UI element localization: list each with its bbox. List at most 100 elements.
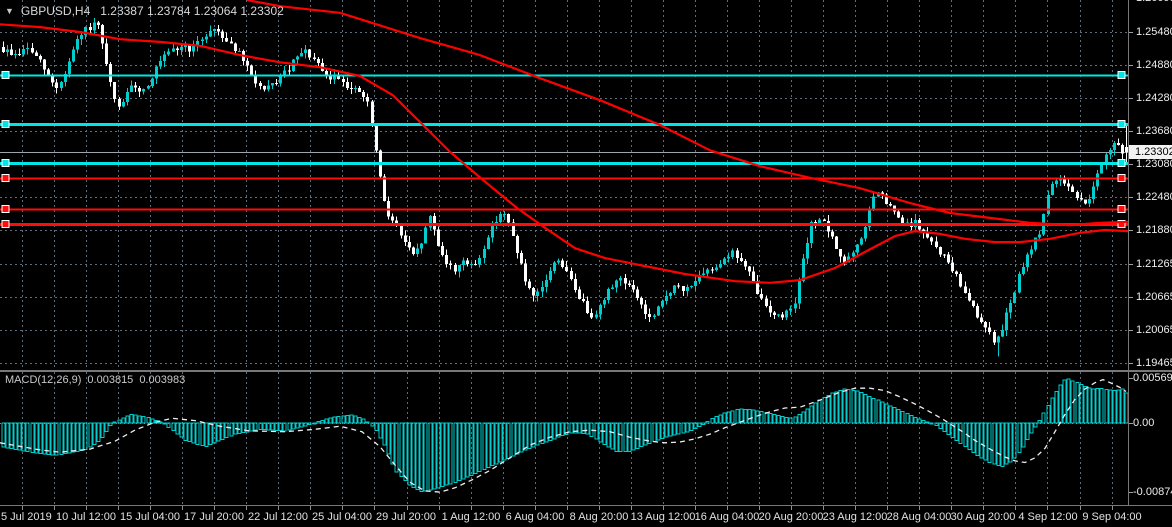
candle-body [636,289,639,298]
ma-slow-line[interactable] [246,0,1128,227]
candle-body [97,22,100,25]
candle-body [192,46,195,52]
candle-body [578,289,581,299]
line-handle[interactable] [1,71,10,79]
price-axis-label: 1.19465 [1136,357,1172,369]
chart-ohlc-values: 1.23387 1.23784 1.23064 1.23302 [100,4,284,18]
time-axis-label: 9 Sep 04:00 [1082,511,1142,523]
candle-body [39,55,42,60]
candle-body [640,297,643,305]
candle-body [1084,199,1087,204]
line-handle[interactable] [1117,205,1126,213]
line-handle[interactable] [1,120,10,128]
line-handle[interactable] [1,220,10,228]
candle-body [1080,197,1083,200]
candle-body [760,293,763,299]
candle-body [1088,199,1091,204]
line-handle[interactable] [1117,174,1126,182]
candle-body [520,253,523,264]
collapse-icon[interactable]: ▼ [5,6,14,16]
candle-body [454,265,457,272]
candle-body [503,213,506,215]
candle-body [549,271,552,280]
pane-separator[interactable] [0,370,1172,372]
price-axis-label: 1.22480 [1136,191,1172,203]
macd-name: MACD(12,26,9) [5,374,82,386]
time-axis-label: 30 Aug 20:00 [950,511,1016,523]
time-axis-tick [342,506,343,510]
candle-body [706,269,709,274]
candle-body [731,250,734,257]
candle-body [292,59,295,71]
candle-body [632,285,635,290]
candle-body [313,57,316,60]
macd-signal-line[interactable] [0,378,1127,493]
candle-body [536,291,539,296]
candle-body [823,219,826,221]
candle-body [690,286,693,288]
candle-body [595,314,598,318]
candle-body [1067,183,1070,187]
candle-body [628,283,631,286]
candle-body [835,236,838,250]
line-handle[interactable] [1117,71,1126,79]
main-chart-pane[interactable] [0,0,1128,370]
horizontal-line[interactable] [0,120,1128,128]
candle-body [657,306,660,316]
candle-body [101,24,104,44]
candle-body [955,271,958,274]
macd-canvas[interactable] [0,372,1128,505]
line-handle[interactable] [1,174,10,182]
time-axis-label: 22 Jul 12:00 [248,511,308,523]
candle-body [350,87,353,89]
candle-body [818,219,821,223]
time-axis-tick [567,506,568,510]
price-axis-label: 1.23080 [1136,158,1172,170]
candle-body [748,266,751,272]
candle-body [151,78,154,87]
time-axis-tick [535,506,536,510]
candle-body [329,75,332,80]
horizontal-line[interactable] [0,220,1128,228]
candle-body [126,92,129,102]
candle-body [362,91,365,98]
horizontal-line[interactable] [0,71,1128,79]
candle-body [648,313,651,317]
candle-body [765,298,768,307]
time-axis-label: 4 Sep 12:00 [1018,511,1078,523]
horizontal-line[interactable] [0,159,1128,167]
time-axis-label: 29 Jul 20:00 [376,511,436,523]
horizontal-line[interactable] [0,174,1128,182]
candle-body [155,66,158,79]
macd-indicator-label: MACD(12,26,9) 0.003815 0.003983 [5,374,191,386]
candle-body [1109,149,1112,155]
time-axis-tick [791,506,792,510]
candle-body [794,303,797,309]
main-chart-canvas[interactable] [0,0,1128,370]
line-handle[interactable] [1117,120,1126,128]
price-axis-tick [1129,264,1133,265]
candle-body [843,256,846,263]
line-handle[interactable] [1117,220,1126,228]
line-handle[interactable] [1,159,10,167]
candle-body [22,49,25,55]
ma-fast-line[interactable] [0,23,1128,284]
macd-indicator-pane[interactable] [0,372,1128,505]
time-axis-label: 25 Jul 04:00 [312,511,372,523]
candle-body [483,248,486,259]
price-axis[interactable]: 1.23302 1.26095 1.25480 1.24880 1.24280 1.23… [1129,0,1172,505]
candle-body [1026,254,1029,267]
time-axis-tick [727,506,728,510]
horizontal-line[interactable] [0,205,1128,213]
candle-body [80,35,83,40]
time-axis-tick [278,506,279,510]
time-axis[interactable]: 5 Jul 2019 10 Jul 12:00 15 Jul 04:00 17 Jul… [0,506,1172,527]
candle-body [868,209,871,227]
candle-body [881,192,884,195]
candle-body [238,50,241,52]
candle-body [383,176,386,201]
candle-body [142,88,145,92]
candle-body [673,285,676,293]
line-handle[interactable] [1,205,10,213]
line-handle[interactable] [1117,159,1126,167]
